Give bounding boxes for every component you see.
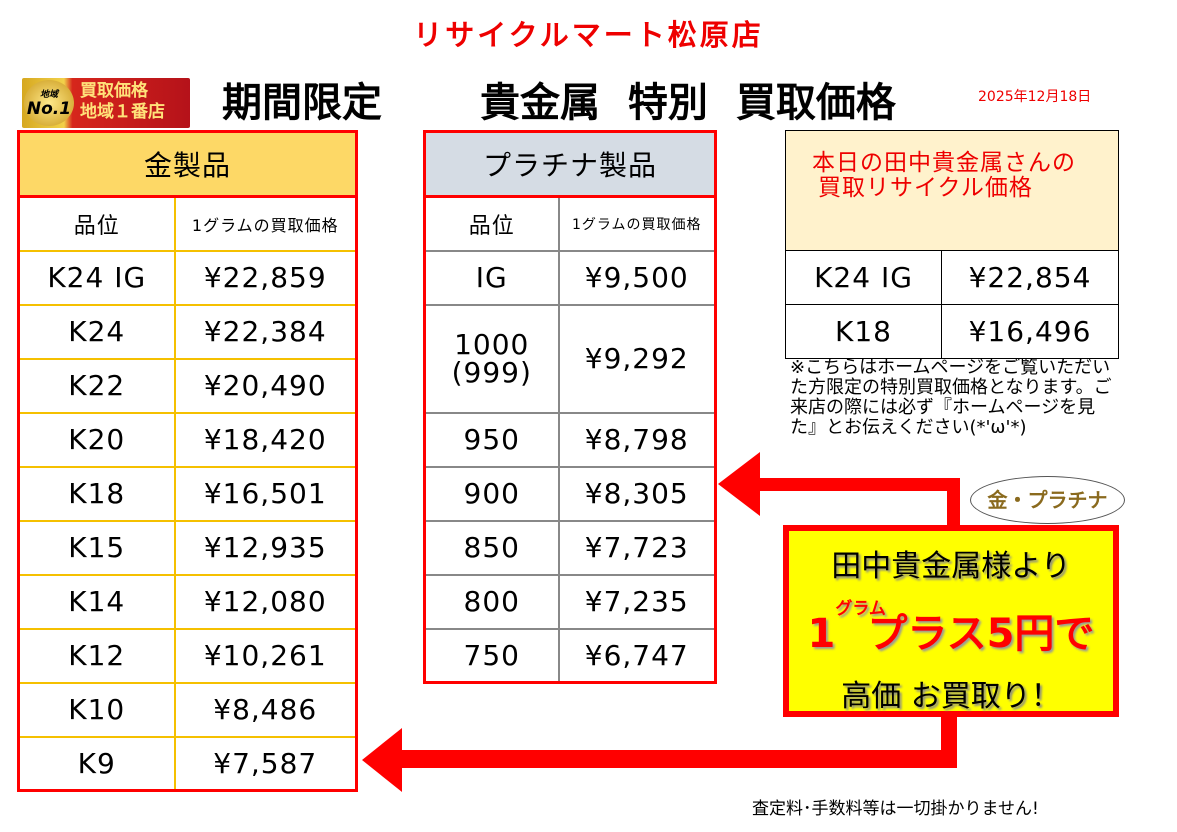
grade-cell: K10 [17, 681, 176, 738]
gold-price-table: 金製品 品位 1グラムの買取価格 K24 IG ¥22,859 K24 ¥22,384 K… [17, 130, 358, 792]
gold-title: 金製品 [17, 130, 358, 198]
homepage-note: ※こちらはホームページをご覧いただいた方限定の特別買取価格となります。ご来店の際… [790, 358, 1112, 438]
table-row: K22 ¥20,490 [17, 357, 358, 414]
table-row: 800 ¥7,235 [423, 573, 717, 630]
price-cell: ¥7,723 [557, 519, 717, 576]
store-name: リサイクルマート松原店 [413, 18, 764, 52]
grade-cell: K18 [17, 465, 176, 522]
table-row: 950 ¥8,798 [423, 411, 717, 468]
grade-cell: 800 [423, 573, 560, 630]
grade-cell: IG [423, 249, 560, 306]
speech-bubble: 金・プラチナ [970, 476, 1125, 524]
table-row: K24 ¥22,384 [17, 303, 358, 360]
price-cell: ¥8,305 [557, 465, 717, 522]
title-limited: 期間限定 [222, 80, 382, 126]
table-row: IG ¥9,500 [423, 249, 717, 306]
table-row: 750 ¥6,747 [423, 627, 717, 684]
table-row: K12 ¥10,261 [17, 627, 358, 684]
price-cell: ¥7,587 [173, 735, 358, 792]
table-row: K18 ¥16,501 [17, 465, 358, 522]
price-cell: ¥18,420 [173, 411, 358, 468]
page-title: 貴金属 特別 買取価格 [480, 80, 896, 126]
table-row: K18 ¥16,496 [785, 304, 1119, 359]
footer-note: 査定料･手数料等は一切掛かりません! [752, 799, 1039, 819]
table-row: K24 IG ¥22,859 [17, 249, 358, 306]
table-row: 900 ¥8,305 [423, 465, 717, 522]
grade-cell: K24 [17, 303, 176, 360]
price-cell: ¥16,496 [941, 304, 1119, 359]
price-cell: ¥6,747 [557, 627, 717, 684]
price-cell: ¥16,501 [173, 465, 358, 522]
grade-cell: K24 IG [17, 249, 176, 306]
price-cell: ¥12,935 [173, 519, 358, 576]
table-row: 1000 (999) ¥9,292 [423, 303, 717, 414]
price-cell: ¥9,500 [557, 249, 717, 306]
promo-box: 田中貴金属様より 1グラムプラス5円で 高価 お買取り！ [783, 525, 1119, 717]
grade-cell: K9 [17, 735, 176, 792]
table-row: K10 ¥8,486 [17, 681, 358, 738]
price-cell: ¥22,384 [173, 303, 358, 360]
price-cell: ¥10,261 [173, 627, 358, 684]
table-row: K24 IG ¥22,854 [785, 250, 1119, 305]
price-cell: ¥9,292 [557, 303, 717, 414]
promo-line3: 高価 お買取り！ [841, 679, 1061, 714]
grade-cell: 950 [423, 411, 560, 468]
price-cell: ¥8,798 [557, 411, 717, 468]
grade-cell: K18 [785, 304, 942, 359]
tanaka-title: 本日の田中貴金属さんの 買取リサイクル価格 [785, 130, 1119, 251]
grade-cell: K20 [17, 411, 176, 468]
arrow-to-platinum [718, 452, 960, 528]
price-cell: ¥7,235 [557, 573, 717, 630]
grade-cell: 750 [423, 627, 560, 684]
grade-cell: K15 [17, 519, 176, 576]
grade-cell: K14 [17, 573, 176, 630]
grade-cell: K24 IG [785, 250, 942, 305]
table-row: K9 ¥7,587 [17, 735, 358, 792]
grade-cell: K22 [17, 357, 176, 414]
price-cell: ¥22,859 [173, 249, 358, 306]
col-header-grade: 品位 [17, 195, 176, 252]
platinum-title: プラチナ製品 [423, 130, 717, 198]
no1-badge-logo: 地域 No.1 買取価格 地域１番店 [22, 78, 190, 128]
grade-cell: 850 [423, 519, 560, 576]
price-cell: ¥22,854 [941, 250, 1119, 305]
no1-coin: 地域 No.1 [24, 80, 74, 126]
date: 2025年12月18日 [978, 89, 1092, 105]
promo-line2: 1グラムプラス5円で [807, 599, 1095, 658]
tanaka-price-table: 本日の田中貴金属さんの 買取リサイクル価格 K24 IG ¥22,854 K18 ¥16… [785, 130, 1119, 359]
table-row: 850 ¥7,723 [423, 519, 717, 576]
price-cell: ¥8,486 [173, 681, 358, 738]
price-cell: ¥12,080 [173, 573, 358, 630]
table-row: K15 ¥12,935 [17, 519, 358, 576]
col-header-grade: 品位 [423, 195, 560, 252]
arrow-to-gold [362, 714, 957, 792]
col-header-price: 1グラムの買取価格 [557, 195, 717, 252]
price-cell: ¥20,490 [173, 357, 358, 414]
platinum-price-table: プラチナ製品 品位 1グラムの買取価格 IG ¥9,500 1000 (999) ¥9,2… [423, 130, 717, 684]
grade-cell: 900 [423, 465, 560, 522]
table-row: K14 ¥12,080 [17, 573, 358, 630]
grade-cell: 1000 (999) [423, 303, 560, 414]
promo-line1: 田中貴金属様より [831, 549, 1071, 584]
grade-cell: K12 [17, 627, 176, 684]
col-header-price: 1グラムの買取価格 [173, 195, 358, 252]
table-row: K20 ¥18,420 [17, 411, 358, 468]
